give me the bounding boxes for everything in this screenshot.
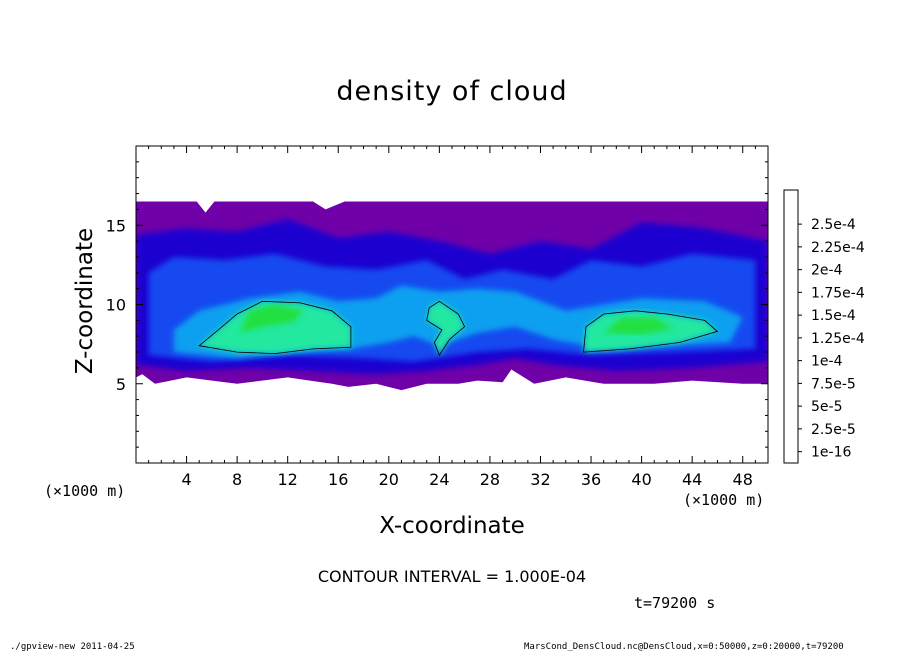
footer-left: ./gpview-new 2011-04-25 <box>10 642 135 652</box>
colorbar-label: 2.5e-4 <box>811 217 856 233</box>
colorbar-frame <box>783 189 799 464</box>
colorbar-label: 1e-16 <box>811 445 851 461</box>
y-axis-label: Z-coordinate <box>72 227 98 375</box>
field-core-lime <box>239 304 303 333</box>
x-unit-label-left: (×1000 m) <box>44 482 126 500</box>
x-tick-label: 4 <box>181 470 191 489</box>
colorbar-label: 7.5e-5 <box>811 376 856 392</box>
y-tick-label: 10 <box>106 296 126 315</box>
x-tick-label: 48 <box>733 470 753 489</box>
colorbar: 1e-16 2.5e-5 5e-5 7.5e-5 1e-4 1.25e-4 1.5e-4 1.… <box>783 189 865 464</box>
x-tick-label: 28 <box>480 470 500 489</box>
x-tick-label: 20 <box>379 470 399 489</box>
x-tick-label: 24 <box>429 470 449 489</box>
contour-line-2 <box>583 310 719 353</box>
colorbar-label: 5e-5 <box>811 399 842 415</box>
x-tick-label: 44 <box>682 470 702 489</box>
y-tick-label: 15 <box>106 216 126 235</box>
colorbar-label: 2e-4 <box>811 263 843 279</box>
contour-line-0 <box>198 300 352 355</box>
x-tick-label: 36 <box>581 470 601 489</box>
contour-interval-label: CONTOUR INTERVAL = 1.000E-04 <box>317 567 587 586</box>
colorbar-label: 2.25e-4 <box>811 240 865 256</box>
density-field <box>136 201 768 391</box>
x-tick-label: 40 <box>631 470 651 489</box>
colorbar-label: 1e-4 <box>811 354 843 370</box>
x-tick-label: 16 <box>328 470 348 489</box>
chart-title: density of cloud <box>336 76 568 107</box>
field-gap-1 <box>196 201 215 213</box>
field-core-lime-c <box>603 317 674 335</box>
field-core-green-b <box>426 301 465 356</box>
time-label: t=79200 s <box>634 594 716 612</box>
x-unit-label-right: (×1000 m) <box>683 491 765 509</box>
footer-right: MarsCond_DensCloud.nc@DensCloud,x=0:5000… <box>524 642 844 652</box>
x-tick-label: 12 <box>278 470 298 489</box>
x-tick-label: 32 <box>530 470 550 489</box>
colorbar-label: 1.25e-4 <box>811 331 865 347</box>
field-gap-0 <box>313 201 345 210</box>
colorbar-label: 2.5e-5 <box>811 422 856 438</box>
contour-lines <box>198 300 719 357</box>
x-tick-label: 8 <box>232 470 242 489</box>
contour-line-1 <box>426 300 466 357</box>
x-axis-label: X-coordinate <box>379 513 525 539</box>
colorbar-label: 1.5e-4 <box>811 308 856 324</box>
colorbar-label: 1.75e-4 <box>811 285 865 301</box>
y-tick-label: 5 <box>116 375 126 394</box>
